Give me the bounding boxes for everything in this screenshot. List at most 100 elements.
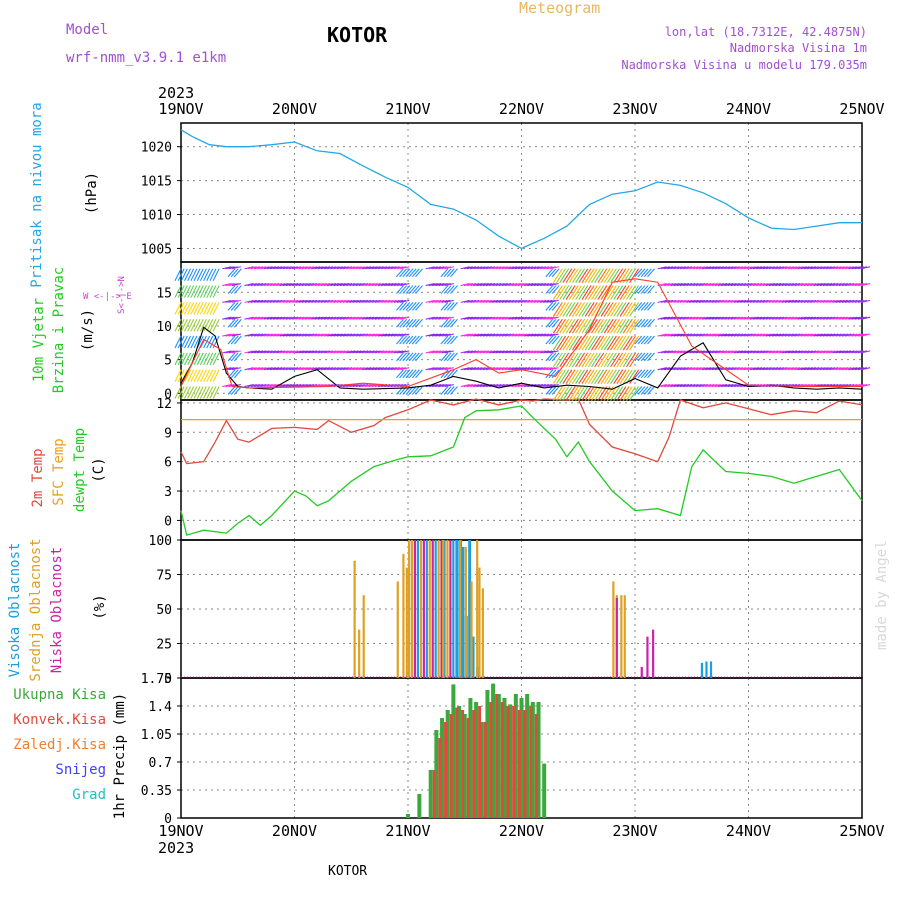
wind-barb: [778, 283, 788, 287]
wind-barb: [708, 383, 718, 388]
wind-barb: [539, 367, 550, 371]
wind-barb: [594, 369, 605, 385]
wind-barb: [365, 299, 375, 303]
mid-cloud-bar: [396, 581, 399, 678]
wind-barb: [463, 350, 473, 354]
wind-barb: [860, 350, 871, 354]
wind-barb: [708, 333, 718, 337]
wind-barb: [676, 283, 686, 287]
wind-barb: [530, 316, 540, 320]
wind-barb: [594, 335, 605, 351]
mid-cloud-bar: [623, 595, 626, 678]
wind-barb: [233, 285, 242, 294]
wind-barb: [333, 350, 343, 354]
wind-barb: [810, 299, 820, 303]
wind-barb: [597, 268, 608, 284]
wind-barb: [222, 283, 232, 287]
wind-barb: [545, 386, 554, 395]
wind-barb: [400, 333, 410, 337]
wind-barb: [775, 283, 785, 287]
wind-barb: [749, 333, 759, 337]
wind-barb: [660, 299, 670, 303]
wind-barb: [695, 299, 705, 303]
wind-barb: [606, 369, 617, 385]
wind-barb: [743, 283, 753, 287]
wind-barb: [845, 283, 855, 287]
mid-cloud-bar: [353, 560, 356, 678]
wind-barb: [791, 299, 801, 303]
wind-barb: [365, 333, 375, 337]
wind-barb: [749, 316, 759, 320]
wind-barb: [597, 318, 608, 334]
wind-barb: [845, 333, 855, 337]
wind-barb: [463, 283, 473, 287]
wind-barb: [841, 367, 852, 371]
wind-barb: [298, 383, 308, 388]
wind-barb: [405, 302, 414, 311]
wind-barb: [304, 299, 315, 303]
wind-barb: [400, 367, 410, 371]
wind-barb: [339, 350, 350, 354]
wind-barb: [832, 350, 842, 354]
wind-barb: [647, 302, 655, 311]
wind-barb: [466, 367, 477, 371]
wind-barb: [304, 367, 315, 371]
wind-barb: [559, 302, 570, 317]
wind-barb: [177, 302, 185, 315]
wind-barb: [781, 266, 791, 270]
wind-barb: [743, 333, 753, 337]
wind-barb: [443, 302, 452, 311]
wind-barb: [810, 283, 820, 287]
wind-barb: [520, 316, 531, 320]
wind-barb: [466, 266, 477, 270]
wind-barb: [854, 266, 864, 270]
wind-barb: [794, 333, 804, 337]
wind-barb: [806, 367, 817, 371]
wind-barb: [187, 285, 195, 298]
wind-barb: [848, 333, 858, 337]
wind-barb: [756, 350, 766, 354]
wind-barb: [399, 352, 408, 362]
wind-barb: [533, 266, 543, 270]
wind-barb: [724, 383, 734, 388]
wind-barb: [231, 266, 241, 270]
wind-barb: [660, 383, 670, 388]
wind-barb: [408, 285, 417, 294]
wind-barb: [193, 268, 201, 281]
wind-barb: [568, 369, 579, 385]
wind-barb: [365, 283, 375, 287]
wind-barb: [517, 333, 527, 337]
wind-barb: [323, 283, 334, 287]
wind-barb: [727, 333, 737, 337]
wind-barb: [549, 333, 559, 337]
wind-barb: [787, 333, 798, 337]
wind-barb: [629, 318, 640, 334]
wind-barb: [673, 333, 683, 337]
wind-barb: [551, 335, 560, 345]
wind-barb: [498, 316, 508, 320]
wind-barb: [381, 367, 391, 371]
wind-barb: [565, 386, 576, 401]
precip-total-bar: [457, 706, 462, 818]
wind-barb: [209, 386, 217, 399]
wind-barb: [362, 367, 372, 371]
wind-barb: [673, 299, 683, 303]
wind-barb: [778, 299, 788, 303]
wind-barb: [556, 285, 567, 300]
high-cloud-bar: [700, 662, 704, 678]
high-cloud-bar: [705, 661, 708, 678]
wind-barb: [686, 266, 696, 270]
wind-barb: [527, 299, 537, 303]
wind-barb: [408, 352, 417, 362]
wind-barb: [304, 383, 315, 388]
wind-barb: [562, 318, 573, 334]
wind-barb: [559, 386, 570, 401]
wind-barb: [489, 383, 499, 388]
wind-barb: [514, 367, 524, 371]
wind-barb: [174, 335, 182, 349]
wind-barb: [787, 350, 798, 354]
wind-barb: [568, 318, 579, 334]
wind-barb: [686, 333, 696, 337]
wind-barb: [524, 333, 534, 337]
wind-barb: [800, 299, 810, 303]
